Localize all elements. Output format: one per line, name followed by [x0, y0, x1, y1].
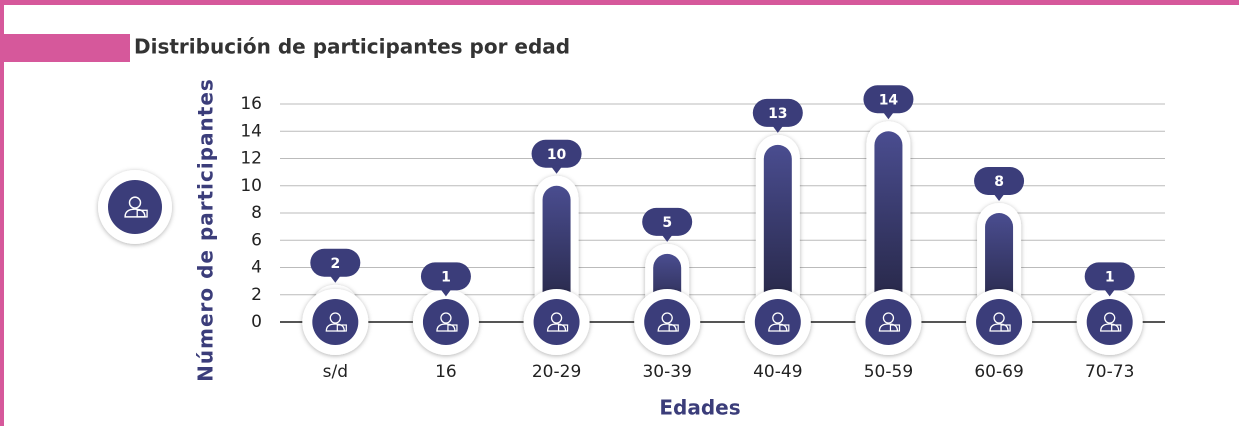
value-bubble: [420, 262, 471, 291]
value-bubble: [752, 98, 803, 127]
base-circle-inner: [644, 299, 691, 345]
x-axis-label: Edades: [659, 396, 740, 420]
x-tick-label: 50-59: [864, 362, 913, 382]
x-tick-label: 40-49: [753, 362, 802, 382]
value-pointer: [882, 111, 895, 120]
chart-title: Distribución de participantes por edad: [134, 35, 570, 59]
value-label: 2: [330, 256, 340, 272]
value-bubble: [531, 139, 582, 168]
base-circle-inner: [865, 299, 912, 345]
value-label: 14: [879, 92, 899, 108]
bar: [763, 144, 792, 322]
value-bubble: [974, 167, 1025, 195]
y-tick-label: 10: [240, 176, 262, 196]
value-pointer: [661, 233, 674, 242]
value-label: 10: [547, 147, 567, 163]
value-bubble: [863, 85, 914, 114]
value-pointer: [771, 124, 784, 133]
value-pointer: [329, 274, 342, 283]
left-border: [0, 0, 4, 426]
value-bubble: [642, 207, 693, 236]
y-tick-label: 12: [240, 149, 262, 169]
bar: [874, 131, 903, 322]
x-tick-label: 60-69: [974, 362, 1023, 382]
x-tick-label: s/d: [323, 362, 348, 382]
value-pointer: [439, 288, 452, 297]
value-label: 1: [441, 269, 451, 285]
value-label: 5: [662, 215, 672, 231]
y-axis-label: Número de participantes: [194, 78, 218, 382]
x-tick-label: 20-29: [532, 362, 581, 382]
x-tick-label: 16: [435, 362, 457, 382]
y-tick-label: 6: [251, 230, 262, 250]
y-tick-label: 16: [240, 94, 262, 114]
value-label: 13: [768, 106, 787, 122]
value-pointer: [1103, 288, 1116, 297]
title-block: [4, 34, 130, 62]
y-tick-label: 8: [251, 203, 262, 223]
base-circle-inner: [422, 299, 469, 345]
y-tick-label: 2: [251, 285, 262, 305]
value-pointer: [550, 165, 563, 174]
y-tick-label: 14: [240, 121, 262, 141]
value-bubble: [1084, 262, 1135, 291]
base-circle-inner: [312, 299, 359, 345]
side-icon: [98, 170, 172, 244]
value-label: 1: [1105, 269, 1115, 285]
y-tick-label: 0: [251, 312, 262, 332]
value-label: 8: [994, 174, 1004, 190]
base-circle-inner: [976, 299, 1023, 345]
value-bubble: [310, 248, 361, 277]
value-pointer: [993, 193, 1006, 201]
base-circle-inner: [533, 299, 580, 345]
x-tick-label: 70-73: [1085, 362, 1134, 382]
base-circle-inner: [1086, 299, 1133, 345]
top-border: [0, 0, 1239, 5]
y-tick-label: 4: [251, 258, 262, 278]
x-tick-label: 30-39: [642, 362, 691, 382]
base-circle-inner: [754, 299, 801, 345]
bar: [542, 185, 571, 322]
